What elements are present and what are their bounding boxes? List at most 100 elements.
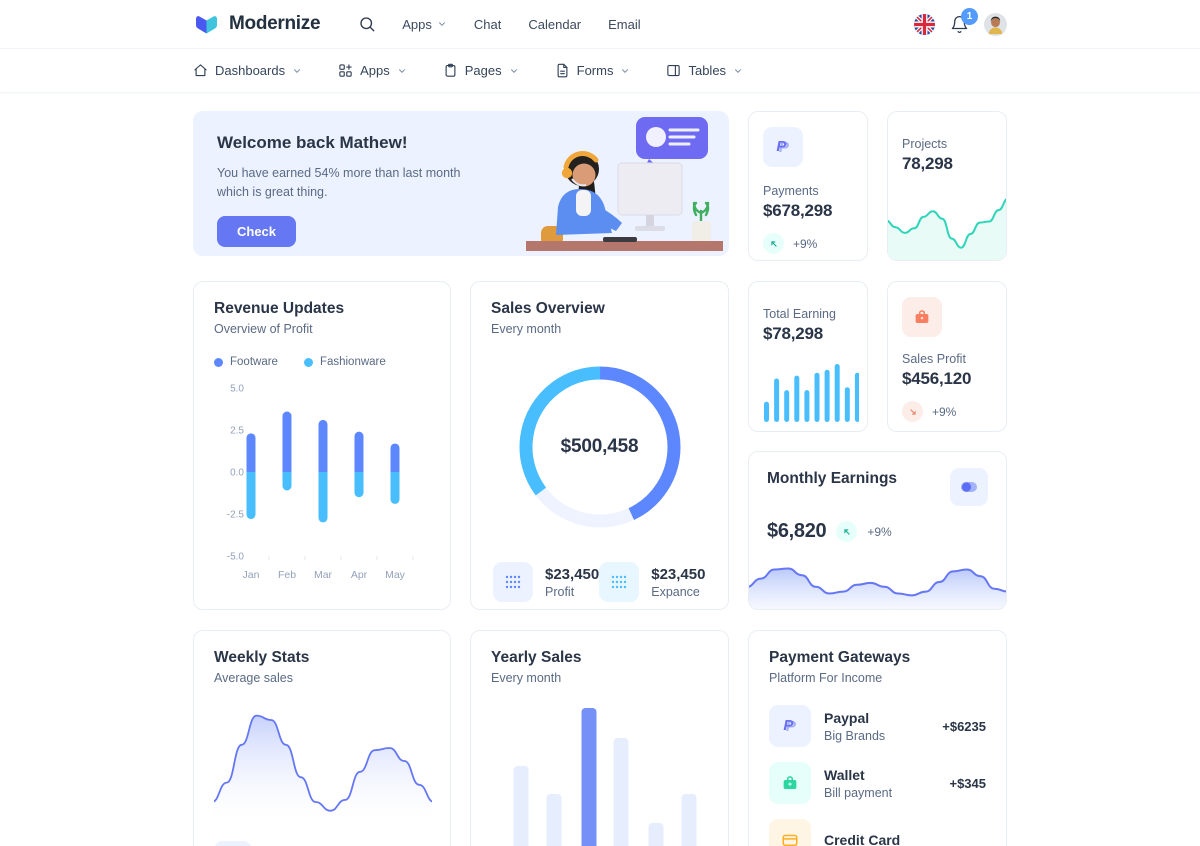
payment-gateways-subtitle: Platform For Income [769, 671, 883, 685]
sales-profit-label: Sales Profit [902, 352, 966, 366]
weekly-stats-title: Weekly Stats [214, 649, 310, 666]
sales-profit-delta: +9% [932, 404, 957, 419]
brand[interactable]: Modernize [193, 11, 321, 38]
top-menu: Apps Chat Calendar Email [402, 17, 640, 32]
expance-label: Expance [651, 584, 700, 599]
svg-text:2.5: 2.5 [230, 426, 244, 437]
menu-email[interactable]: Email [608, 16, 641, 32]
svg-text:-2.5: -2.5 [227, 510, 245, 521]
wallet-icon [769, 762, 811, 804]
profit-value: $23,450 [545, 565, 600, 583]
svg-text:P: P [776, 138, 787, 155]
gateway-row-wallet[interactable]: Wallet Bill payment +$345 [769, 762, 986, 804]
dashboard-content: Welcome back Mathew! You have earned 54%… [193, 111, 1007, 846]
briefcase-icon [902, 297, 942, 337]
home-icon [193, 63, 208, 78]
file-text-icon [555, 63, 570, 78]
projects-label: Projects [902, 137, 948, 151]
chevron-down-icon [437, 19, 447, 29]
credit-card-icon [769, 819, 811, 846]
revenue-updates-card: Revenue Updates Overview of Profit Footw… [193, 281, 451, 610]
search-icon[interactable] [358, 15, 376, 33]
payments-value: $678,298 [763, 201, 833, 220]
brand-name: Modernize [229, 13, 321, 34]
total-earning-bar-chart [763, 360, 859, 424]
sales-profit-value: $456,120 [902, 369, 972, 388]
chevron-down-icon [733, 66, 743, 76]
nav-item-dashboards[interactable]: Dashboards [193, 63, 302, 78]
chart-legend: Footware Fashionware [214, 356, 430, 368]
yearly-sales-title: Yearly Sales [491, 649, 582, 666]
weekly-stats-subtitle: Average sales [214, 671, 293, 685]
yearly-sales-card: Yearly Sales Every month [470, 630, 729, 846]
clipboard-icon [443, 63, 458, 78]
sales-profit-card: Sales Profit $456,120 +9% [887, 281, 1007, 432]
payment-gateways-title: Payment Gateways [769, 649, 911, 666]
top-sales-row: Top Sales Johnathan Doe +68 [214, 841, 430, 846]
svg-text:P: P [786, 718, 797, 735]
weekly-stats-card: Weekly Stats Average sales Top Sales Joh… [193, 630, 451, 846]
svg-text:Jan: Jan [243, 569, 260, 581]
notifications-bell-icon[interactable] [950, 15, 969, 34]
profit-label: Profit [545, 584, 575, 599]
chevron-down-icon [292, 66, 302, 76]
menu-apps[interactable]: Apps [402, 17, 447, 32]
total-earning-value: $78,298 [763, 324, 824, 343]
welcome-banner: Welcome back Mathew! You have earned 54%… [193, 111, 729, 256]
expance-value: $23,450 [651, 565, 706, 583]
user-avatar[interactable] [984, 12, 1007, 36]
revenue-updates-title: Revenue Updates [214, 300, 345, 317]
nav-item-forms[interactable]: Forms [555, 63, 631, 78]
expance-summary: $23,450 Expance [599, 562, 705, 602]
arrow-down-right-icon [902, 401, 923, 422]
profit-summary: $23,450 Profit [493, 562, 599, 602]
svg-text:P: P [779, 139, 790, 156]
chevron-down-icon [509, 66, 519, 76]
sales-overview-subtitle: Every month [491, 322, 562, 336]
app-header: Modernize Apps Chat Calendar Email [0, 0, 1200, 49]
welcome-subtitle: You have earned 54% more than last month… [217, 166, 461, 200]
gateway-amount: +$345 [949, 775, 986, 791]
projects-value: 78,298 [902, 154, 953, 173]
menu-calendar[interactable]: Calendar [528, 16, 582, 32]
yearly-sales-bar-chart [491, 699, 708, 846]
gateway-row-credit-card[interactable]: Credit Card [769, 819, 986, 846]
check-button[interactable]: Check [217, 215, 297, 247]
menu-chat[interactable]: Chat [473, 16, 502, 32]
top-sales-label: Top Sales [264, 844, 349, 846]
svg-text:May: May [385, 569, 406, 581]
nav-item-tables[interactable]: Tables [666, 63, 743, 78]
projects-card: Projects 78,298 [887, 111, 1007, 261]
donut-center-value: $500,458 [560, 436, 639, 457]
sales-overview-title: Sales Overview [491, 300, 605, 317]
nav-item-pages[interactable]: Pages [443, 63, 519, 78]
language-flag-icon[interactable] [914, 13, 935, 35]
sales-overview-donut-chart: $500,458 [515, 362, 685, 532]
support-agent-illustration [508, 111, 723, 256]
nav-item-apps[interactable]: Apps [338, 63, 407, 78]
payments-label: Payments [763, 184, 819, 198]
payments-delta: +9% [793, 236, 818, 251]
monthly-earnings-title: Monthly Earnings [767, 470, 898, 487]
modernize-logo-icon [193, 11, 220, 38]
welcome-title: Welcome back Mathew! [217, 133, 408, 152]
table-layout-icon [666, 63, 681, 78]
sales-overview-card: Sales Overview Every month $500,458 $23,… [470, 281, 729, 610]
arrow-up-left-icon [763, 233, 784, 254]
revenue-updates-subtitle: Overview of Profit [214, 322, 313, 336]
svg-text:Apr: Apr [351, 569, 368, 581]
monthly-earnings-area-chart [749, 551, 1006, 609]
yearly-sales-subtitle: Every month [491, 671, 562, 685]
monthly-earnings-delta: +9% [867, 524, 892, 539]
notification-count-badge: 1 [961, 7, 978, 25]
grid-dots-icon [493, 562, 533, 602]
arrow-up-left-icon [836, 521, 858, 542]
grid-dots-icon [599, 562, 640, 602]
total-earning-label: Total Earning [763, 307, 836, 321]
monthly-earnings-value: $6,820 [767, 520, 827, 542]
currency-toggle-icon[interactable] [950, 468, 988, 506]
svg-text:5.0: 5.0 [230, 384, 244, 395]
